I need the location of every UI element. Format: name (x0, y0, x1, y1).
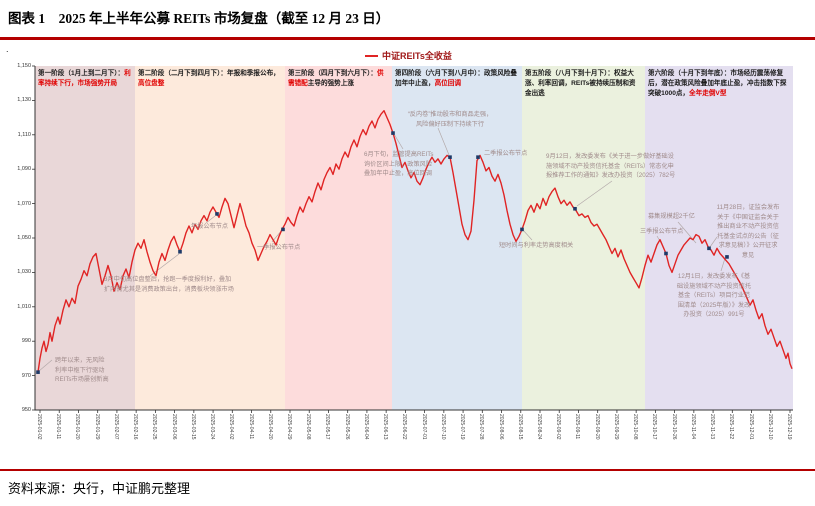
annotation-march-note: 3月中旬高位盘整后，抢跑一季度报利好，叠加 扩内需尤其是消费政策出台，消费板块领… (104, 276, 234, 293)
annotation-fundraising-note: 募集规模超2千亿 (648, 213, 695, 220)
x-tick-label: 2025-04-02 (228, 414, 235, 440)
x-tick-label: 2025-09-11 (574, 414, 581, 440)
phase-zone-2: 第二阶段（二月下到四月下）：年报和季报公布，高位盘整 (135, 66, 285, 410)
legend-label: 中证REITs全收益 (382, 51, 452, 61)
x-tick-label: 2025-02-07 (112, 414, 119, 440)
top-divider (0, 37, 815, 40)
x-tick-label: 2025-03-06 (170, 414, 177, 440)
annotation-new-year-note: 跨年以来，无风险 利率中枢下行驱动 REITs市场屡创新高 (55, 357, 109, 384)
x-tick-label: 2025-02-25 (151, 414, 158, 440)
annotation-sept-note: 9月12日，发改委发布《关于进一步做好基础设 施领域不动产投资信托基金（REIT… (546, 153, 676, 180)
phase-label-4: 第四阶段（六月下到八月中）：政策风险叠加年中止盈，高位回调 (395, 70, 517, 87)
x-tick-label: 2025-05-17 (324, 414, 331, 440)
x-tick-label: 2025-04-29 (286, 414, 292, 440)
y-tick-label: 1,090 (17, 166, 31, 173)
chart-title: 图表 1 2025 年上半年公募 REITs 市场复盘（截至 12 月 23 日… (8, 11, 390, 26)
x-tick-label: 2025-06-13 (382, 414, 389, 440)
x-tick-label: 2025-07-01 (420, 414, 427, 440)
y-tick-label: 990 (21, 338, 31, 345)
x-tick-label: 2025-04-11 (247, 414, 254, 440)
phase-label-3: 第三阶段（四月下到六月下）：供需错配主导的强势上涨 (288, 70, 384, 87)
x-tick-label: 2025-01-20 (74, 414, 81, 440)
x-tick-label: 2025-09-20 (593, 414, 600, 440)
y-tick-label: 970 (21, 372, 31, 379)
x-tick-label: 2025-01-02 (36, 414, 42, 440)
x-tick-label: 2025-12-01 (747, 414, 754, 440)
phase-label-1: 第一阶段（1月上到二月下）：利率持续下行，市场强势开局 (38, 70, 131, 87)
annotation-rate-link-note: 短时间与利率走势高度相关 (499, 242, 574, 249)
annotation-q1-report-node: 一季报公布节点 (257, 244, 301, 251)
phase-label-6: 第六阶段（十月下到年底）：市场经历震荡修复后，潜在政策风险叠加年底止盈，冲击指数… (648, 70, 787, 97)
source-note: 资料来源：央行，中证鹏元整理 (8, 481, 191, 496)
x-tick-label: 2025-01-29 (93, 414, 100, 440)
x-tick-label: 2025-07-28 (478, 414, 485, 440)
x-tick-label: 2025-08-24 (536, 414, 542, 440)
x-tick-label: 2025-11-13 (709, 414, 716, 440)
annotation-q2-report-node: 二季报公布节点 (484, 150, 528, 157)
x-tick-label: 2025-10-08 (632, 414, 639, 440)
x-tick-label: 2025-04-20 (266, 414, 273, 440)
x-tick-label: 2025-11-04 (689, 414, 696, 440)
annotation-nov28-note: 11月28日，证监会发布 关于《中国证监会关于 推出商业不动产投资信 托基金试点… (716, 204, 780, 260)
x-tick-label: 2025-07-10 (439, 414, 446, 440)
annotation-q3-report-node: 三季报公布节点 (640, 228, 684, 235)
y-tick-label: 1,130 (17, 97, 31, 104)
y-tick-label: 1,070 (17, 200, 31, 207)
annotation-dec1-note: 12月1日，发改委发布《基 础设施领域不动产投资信托 基金（REITs）项目行业… (676, 273, 752, 319)
x-tick-label: 2025-12-19 (786, 414, 792, 440)
bottom-divider (0, 469, 815, 471)
x-tick-label: 2025-03-24 (209, 414, 216, 440)
x-tick-label: 2025-05-08 (305, 414, 312, 440)
x-tick-label: 2025-09-02 (555, 414, 562, 440)
x-tick-label: 2025-01-11 (55, 414, 62, 440)
x-tick-label: 2025-02-16 (132, 414, 139, 440)
x-tick-label: 2025-11-22 (728, 414, 735, 440)
y-tick-label: 1,010 (17, 303, 31, 310)
phase-label-5: 第五阶段（八月下到十月下）：权益大涨、利率回调，REITs被持续压制和资金出逃 (525, 70, 636, 97)
x-tick-label: 2025-10-26 (670, 414, 677, 440)
phase-zone-3: 第三阶段（四月下到六月下）：供需错配主导的强势上涨 (285, 66, 392, 410)
phase-zone-5: 第五阶段（八月下到十月下）：权益大涨、利率回调，REITs被持续压制和资金出逃 (522, 66, 645, 410)
stray-period: . (6, 44, 9, 54)
y-tick-label: 1,030 (17, 269, 31, 276)
x-tick-label: 2025-06-04 (362, 414, 369, 440)
annotation-june-note: 6月下旬，监管提高REITs 询价区间上限，政策风险 叠加年中止盈，高位回调 (364, 151, 434, 178)
x-tick-label: 2025-07-19 (459, 414, 466, 440)
x-tick-label: 2025-12-10 (766, 414, 773, 440)
x-tick-label: 2025-08-06 (497, 414, 504, 440)
phase-label-2: 第二阶段（二月下到四月下）：年报和季报公布，高位盘整 (138, 70, 280, 87)
x-tick-label: 2025-10-17 (651, 414, 658, 440)
y-tick-label: 1,050 (17, 235, 31, 241)
legend-line-swatch (365, 54, 378, 57)
x-tick-label: 2025-05-26 (343, 414, 350, 440)
x-tick-label: 2025-03-15 (189, 414, 196, 440)
annotation-annual-report-node: 年报公布节点 (191, 223, 229, 230)
x-tick-label: 2025-08-15 (516, 414, 523, 440)
y-tick-label: 950 (21, 407, 31, 413)
legend: 中证REITs全收益 (365, 49, 452, 62)
y-tick-label: 1,110 (17, 131, 31, 138)
x-tick-label: 2025-09-29 (612, 414, 619, 440)
annotation-anti-involution-note: “反内卷”推动股市和商品走强， 风险偏好压制下持续下行 (407, 111, 493, 128)
x-tick-label: 2025-06-22 (401, 414, 408, 440)
y-tick-label: 1,150 (17, 63, 31, 69)
